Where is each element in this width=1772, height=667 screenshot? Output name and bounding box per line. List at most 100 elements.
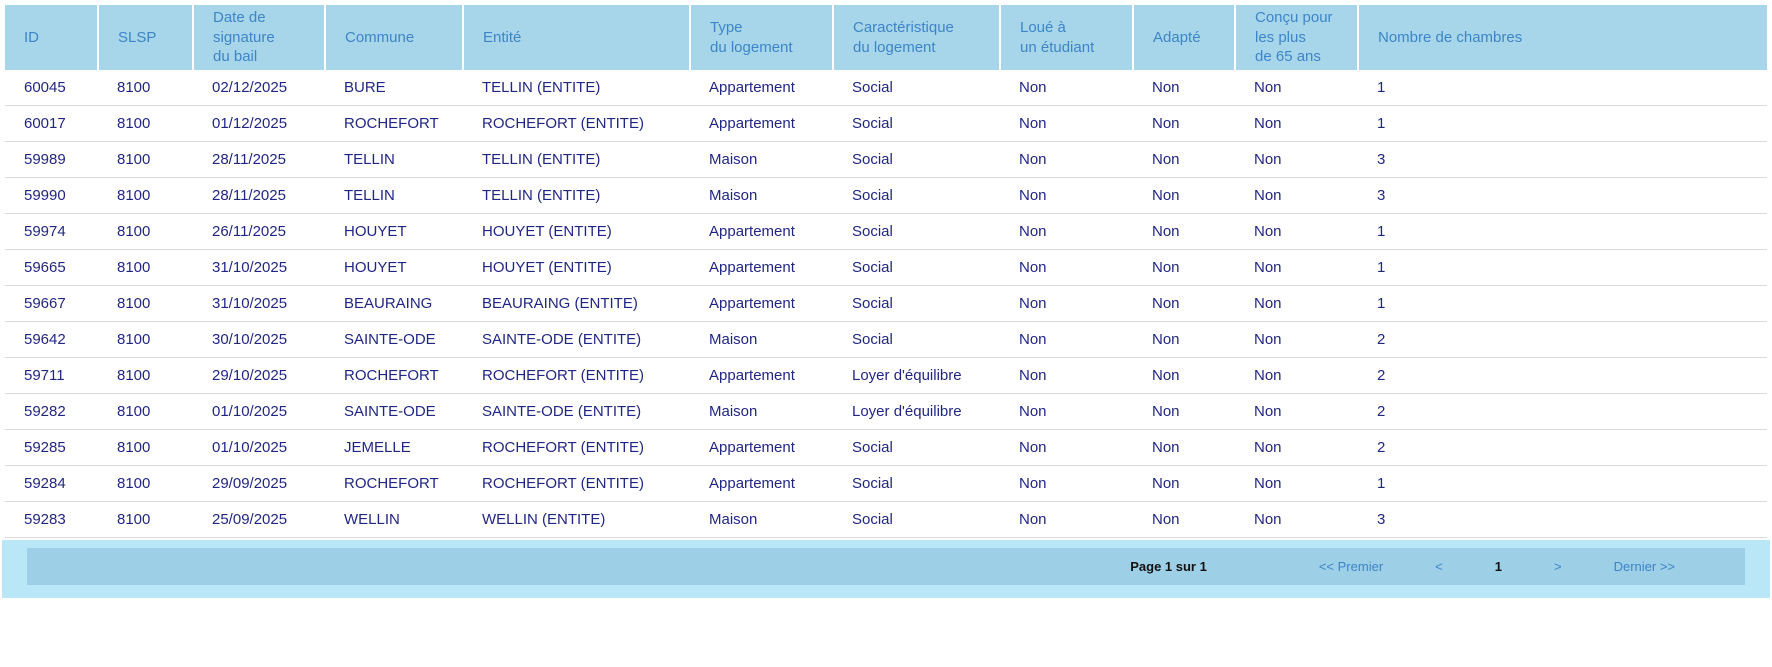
column-header[interactable]: Type du logement: [689, 5, 833, 70]
table-row[interactable]: 59989 8100 28/11/2025 TELLIN TELLIN (ENTITE)…: [5, 141, 1767, 178]
table-cell: 26/11/2025: [193, 213, 325, 250]
table-cell: 8100: [98, 141, 193, 178]
table-cell: Social: [833, 177, 1000, 214]
column-header[interactable]: Adapté: [1132, 5, 1235, 70]
table-cell: BEAURAING (ENTITE): [463, 285, 690, 322]
table-cell: Non: [1000, 393, 1133, 430]
last-page-button[interactable]: Dernier >>: [1613, 559, 1675, 574]
table-cell: Non: [1133, 465, 1235, 502]
table-cell: 8100: [98, 105, 193, 142]
table-cell: HOUYET: [325, 249, 463, 286]
table-cell: Non: [1235, 285, 1358, 322]
table-cell: 2: [1358, 321, 1767, 358]
prev-page-button[interactable]: <: [1435, 559, 1443, 574]
table-cell: Non: [1133, 429, 1235, 466]
table-cell: Non: [1133, 141, 1235, 178]
table-row[interactable]: 59667 8100 31/10/2025 BEAURAING BEAURAING (E…: [5, 285, 1767, 322]
table-cell: 3: [1358, 501, 1767, 538]
column-header[interactable]: Date de signature du bail: [192, 5, 325, 70]
table-cell: TELLIN (ENTITE): [463, 70, 690, 106]
table-cell: ROCHEFORT (ENTITE): [463, 429, 690, 466]
table-cell: Appartement: [690, 285, 833, 322]
column-header[interactable]: SLSP: [97, 5, 193, 70]
table-cell: Social: [833, 501, 1000, 538]
table-cell: 8100: [98, 465, 193, 502]
table-cell: BURE: [325, 70, 463, 106]
column-header[interactable]: ID: [5, 5, 98, 70]
table-cell: 31/10/2025: [193, 249, 325, 286]
next-page-button[interactable]: >: [1553, 559, 1562, 574]
table-cell: 8100: [98, 429, 193, 466]
table-cell: Non: [1133, 393, 1235, 430]
table-cell: 8100: [98, 321, 193, 358]
column-header[interactable]: Caractéristique du logement: [832, 5, 1000, 70]
table-cell: BEAURAING: [325, 285, 463, 322]
table-cell: 01/12/2025: [193, 105, 325, 142]
table-cell: Appartement: [690, 70, 833, 106]
table-cell: ROCHEFORT: [325, 465, 463, 502]
table-cell: Social: [833, 105, 1000, 142]
table-cell: 59711: [5, 357, 98, 394]
table-cell: Non: [1133, 285, 1235, 322]
table-row[interactable]: 59665 8100 31/10/2025 HOUYET HOUYET (ENTITE)…: [5, 249, 1767, 286]
table-cell: 59990: [5, 177, 98, 214]
table-cell: 8100: [98, 70, 193, 106]
logements-table: ID SLSP Date de signature du bail Commune En…: [5, 5, 1767, 538]
table-cell: Maison: [690, 141, 833, 178]
table-cell: 59665: [5, 249, 98, 286]
table-row[interactable]: 59642 8100 30/10/2025 SAINTE-ODE SAINTE-ODE …: [5, 321, 1767, 358]
table-cell: Non: [1000, 177, 1133, 214]
table-row[interactable]: 59282 8100 01/10/2025 SAINTE-ODE SAINTE-ODE …: [5, 393, 1767, 430]
table-cell: JEMELLE: [325, 429, 463, 466]
table-cell: Social: [833, 141, 1000, 178]
table-cell: 59284: [5, 465, 98, 502]
table-cell: Non: [1000, 357, 1133, 394]
table-row[interactable]: 60045 8100 02/12/2025 BURE TELLIN (ENTITE) Ap…: [5, 70, 1767, 106]
table-cell: 2: [1358, 429, 1767, 466]
table-cell: 1: [1358, 285, 1767, 322]
table-cell: Non: [1000, 285, 1133, 322]
table-cell: 60045: [5, 70, 98, 106]
table-cell: Non: [1235, 429, 1358, 466]
column-header[interactable]: Conçu pour les plus de 65 ans: [1234, 5, 1358, 70]
table-row[interactable]: 59711 8100 29/10/2025 ROCHEFORT ROCHEFORT (E…: [5, 357, 1767, 394]
table-row[interactable]: 59284 8100 29/09/2025 ROCHEFORT ROCHEFORT (E…: [5, 465, 1767, 502]
column-header[interactable]: Nombre de chambres: [1357, 5, 1767, 70]
table-cell: TELLIN (ENTITE): [463, 141, 690, 178]
column-header[interactable]: Commune: [324, 5, 463, 70]
table-cell: 1: [1358, 465, 1767, 502]
table-header-row: ID SLSP Date de signature du bail Commune En…: [5, 5, 1767, 70]
table-cell: Social: [833, 321, 1000, 358]
table-cell: Social: [833, 429, 1000, 466]
table-cell: 29/10/2025: [193, 357, 325, 394]
table-cell: Non: [1235, 501, 1358, 538]
table-cell: Non: [1133, 70, 1235, 106]
table-cell: 59285: [5, 429, 98, 466]
table-cell: Non: [1235, 177, 1358, 214]
table-cell: Non: [1235, 465, 1358, 502]
table-row[interactable]: 59285 8100 01/10/2025 JEMELLE ROCHEFORT (ENT…: [5, 429, 1767, 466]
table-row[interactable]: 60017 8100 01/12/2025 ROCHEFORT ROCHEFORT (E…: [5, 105, 1767, 142]
table-cell: 59642: [5, 321, 98, 358]
table-cell: Non: [1235, 393, 1358, 430]
table-cell: Appartement: [690, 429, 833, 466]
column-header[interactable]: Entité: [462, 5, 690, 70]
table-cell: Non: [1235, 357, 1358, 394]
table-cell: Non: [1000, 465, 1133, 502]
table-cell: Appartement: [690, 465, 833, 502]
table-cell: ROCHEFORT (ENTITE): [463, 465, 690, 502]
table-row[interactable]: 59283 8100 25/09/2025 WELLIN WELLIN (ENTITE)…: [5, 501, 1767, 538]
table-cell: WELLIN (ENTITE): [463, 501, 690, 538]
table-row[interactable]: 59974 8100 26/11/2025 HOUYET HOUYET (ENTITE)…: [5, 213, 1767, 250]
table-cell: HOUYET (ENTITE): [463, 249, 690, 286]
table-cell: Social: [833, 249, 1000, 286]
first-page-button[interactable]: << Premier: [1318, 559, 1384, 574]
table-cell: 60017: [5, 105, 98, 142]
page-info: Page 1 sur 1: [1130, 559, 1207, 574]
table-cell: WELLIN: [325, 501, 463, 538]
table-cell: Non: [1000, 213, 1133, 250]
column-header[interactable]: Loué à un étudiant: [999, 5, 1133, 70]
table-cell: 25/09/2025: [193, 501, 325, 538]
table-row[interactable]: 59990 8100 28/11/2025 TELLIN TELLIN (ENTITE)…: [5, 177, 1767, 214]
